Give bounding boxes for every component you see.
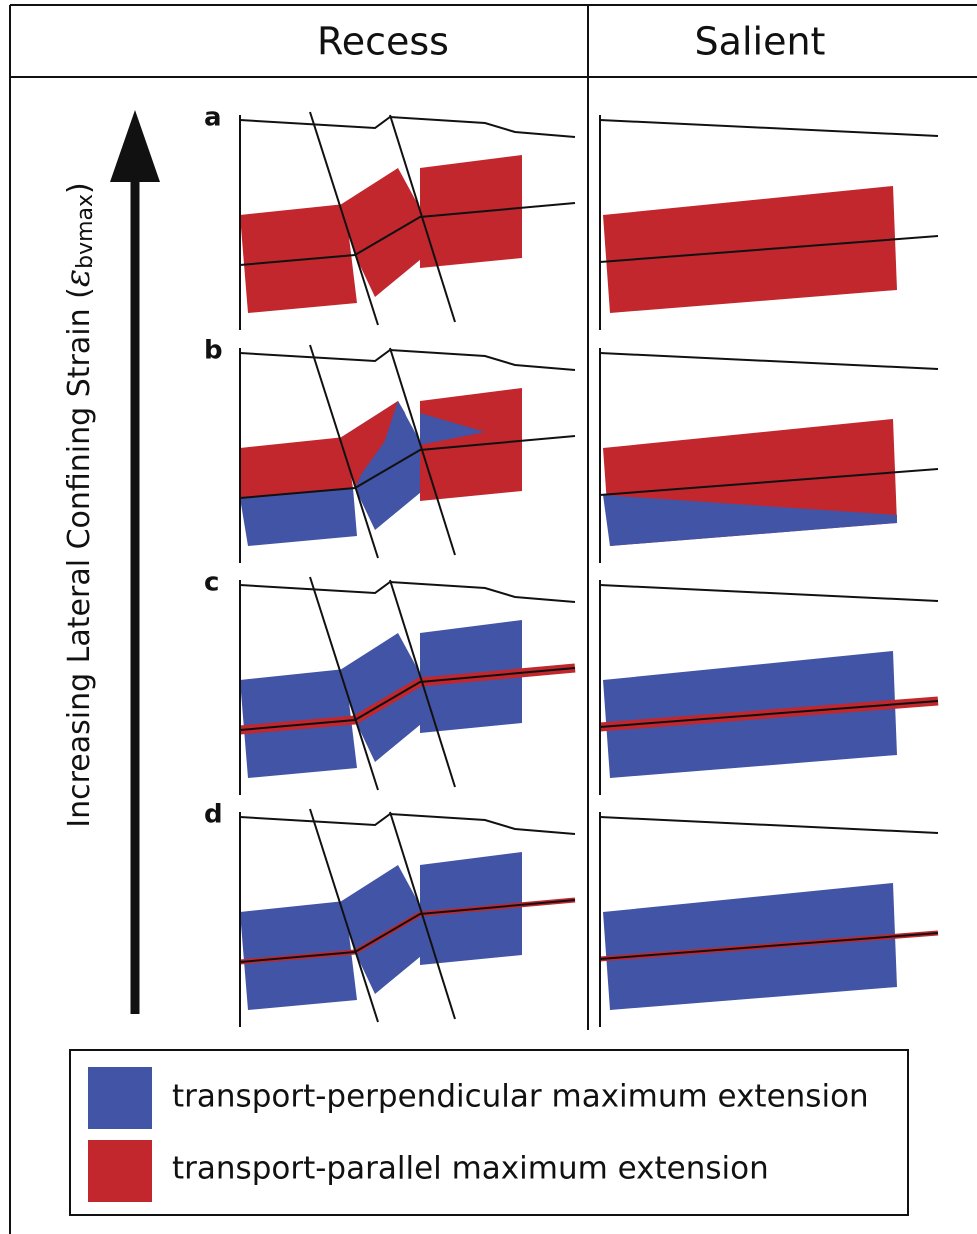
topography (600, 817, 938, 833)
legend-swatch (88, 1140, 152, 1202)
block (240, 204, 357, 313)
column-header: Salient (695, 20, 826, 64)
panels: a b c d (204, 103, 938, 1028)
arrow-head (110, 110, 160, 182)
axis-label-text: ) (62, 182, 97, 194)
topography (600, 120, 938, 136)
legend-swatch (88, 1067, 152, 1129)
topography (600, 353, 938, 369)
legend-label: transport-parallel maximum extension (172, 1151, 769, 1187)
axis-label: Increasing Lateral Confining Strain (εbv… (58, 182, 98, 828)
topography (240, 117, 575, 137)
panel-label: c (204, 568, 219, 598)
panel-label: a (204, 103, 222, 133)
panel: a (204, 103, 938, 331)
axis-label-text: Increasing Lateral Confining Strain ( (62, 287, 97, 828)
topography (240, 350, 575, 370)
topography (240, 582, 575, 602)
column-header: Recess (317, 20, 449, 64)
topography (600, 585, 938, 601)
panel: b (204, 336, 938, 564)
panel-label: d (204, 800, 223, 830)
legend-box (70, 1050, 908, 1215)
axis-label-symbol: ε (58, 269, 98, 287)
topography (240, 814, 575, 834)
axis-label-subscript: bvmax (73, 194, 98, 269)
legend-label: transport-perpendicular maximum extensio… (172, 1079, 869, 1115)
figure: Recess Salient Increasing Lateral Confin… (0, 0, 977, 1234)
panel: d (204, 800, 938, 1028)
panel-label: b (204, 336, 223, 366)
panel: c (204, 568, 938, 796)
